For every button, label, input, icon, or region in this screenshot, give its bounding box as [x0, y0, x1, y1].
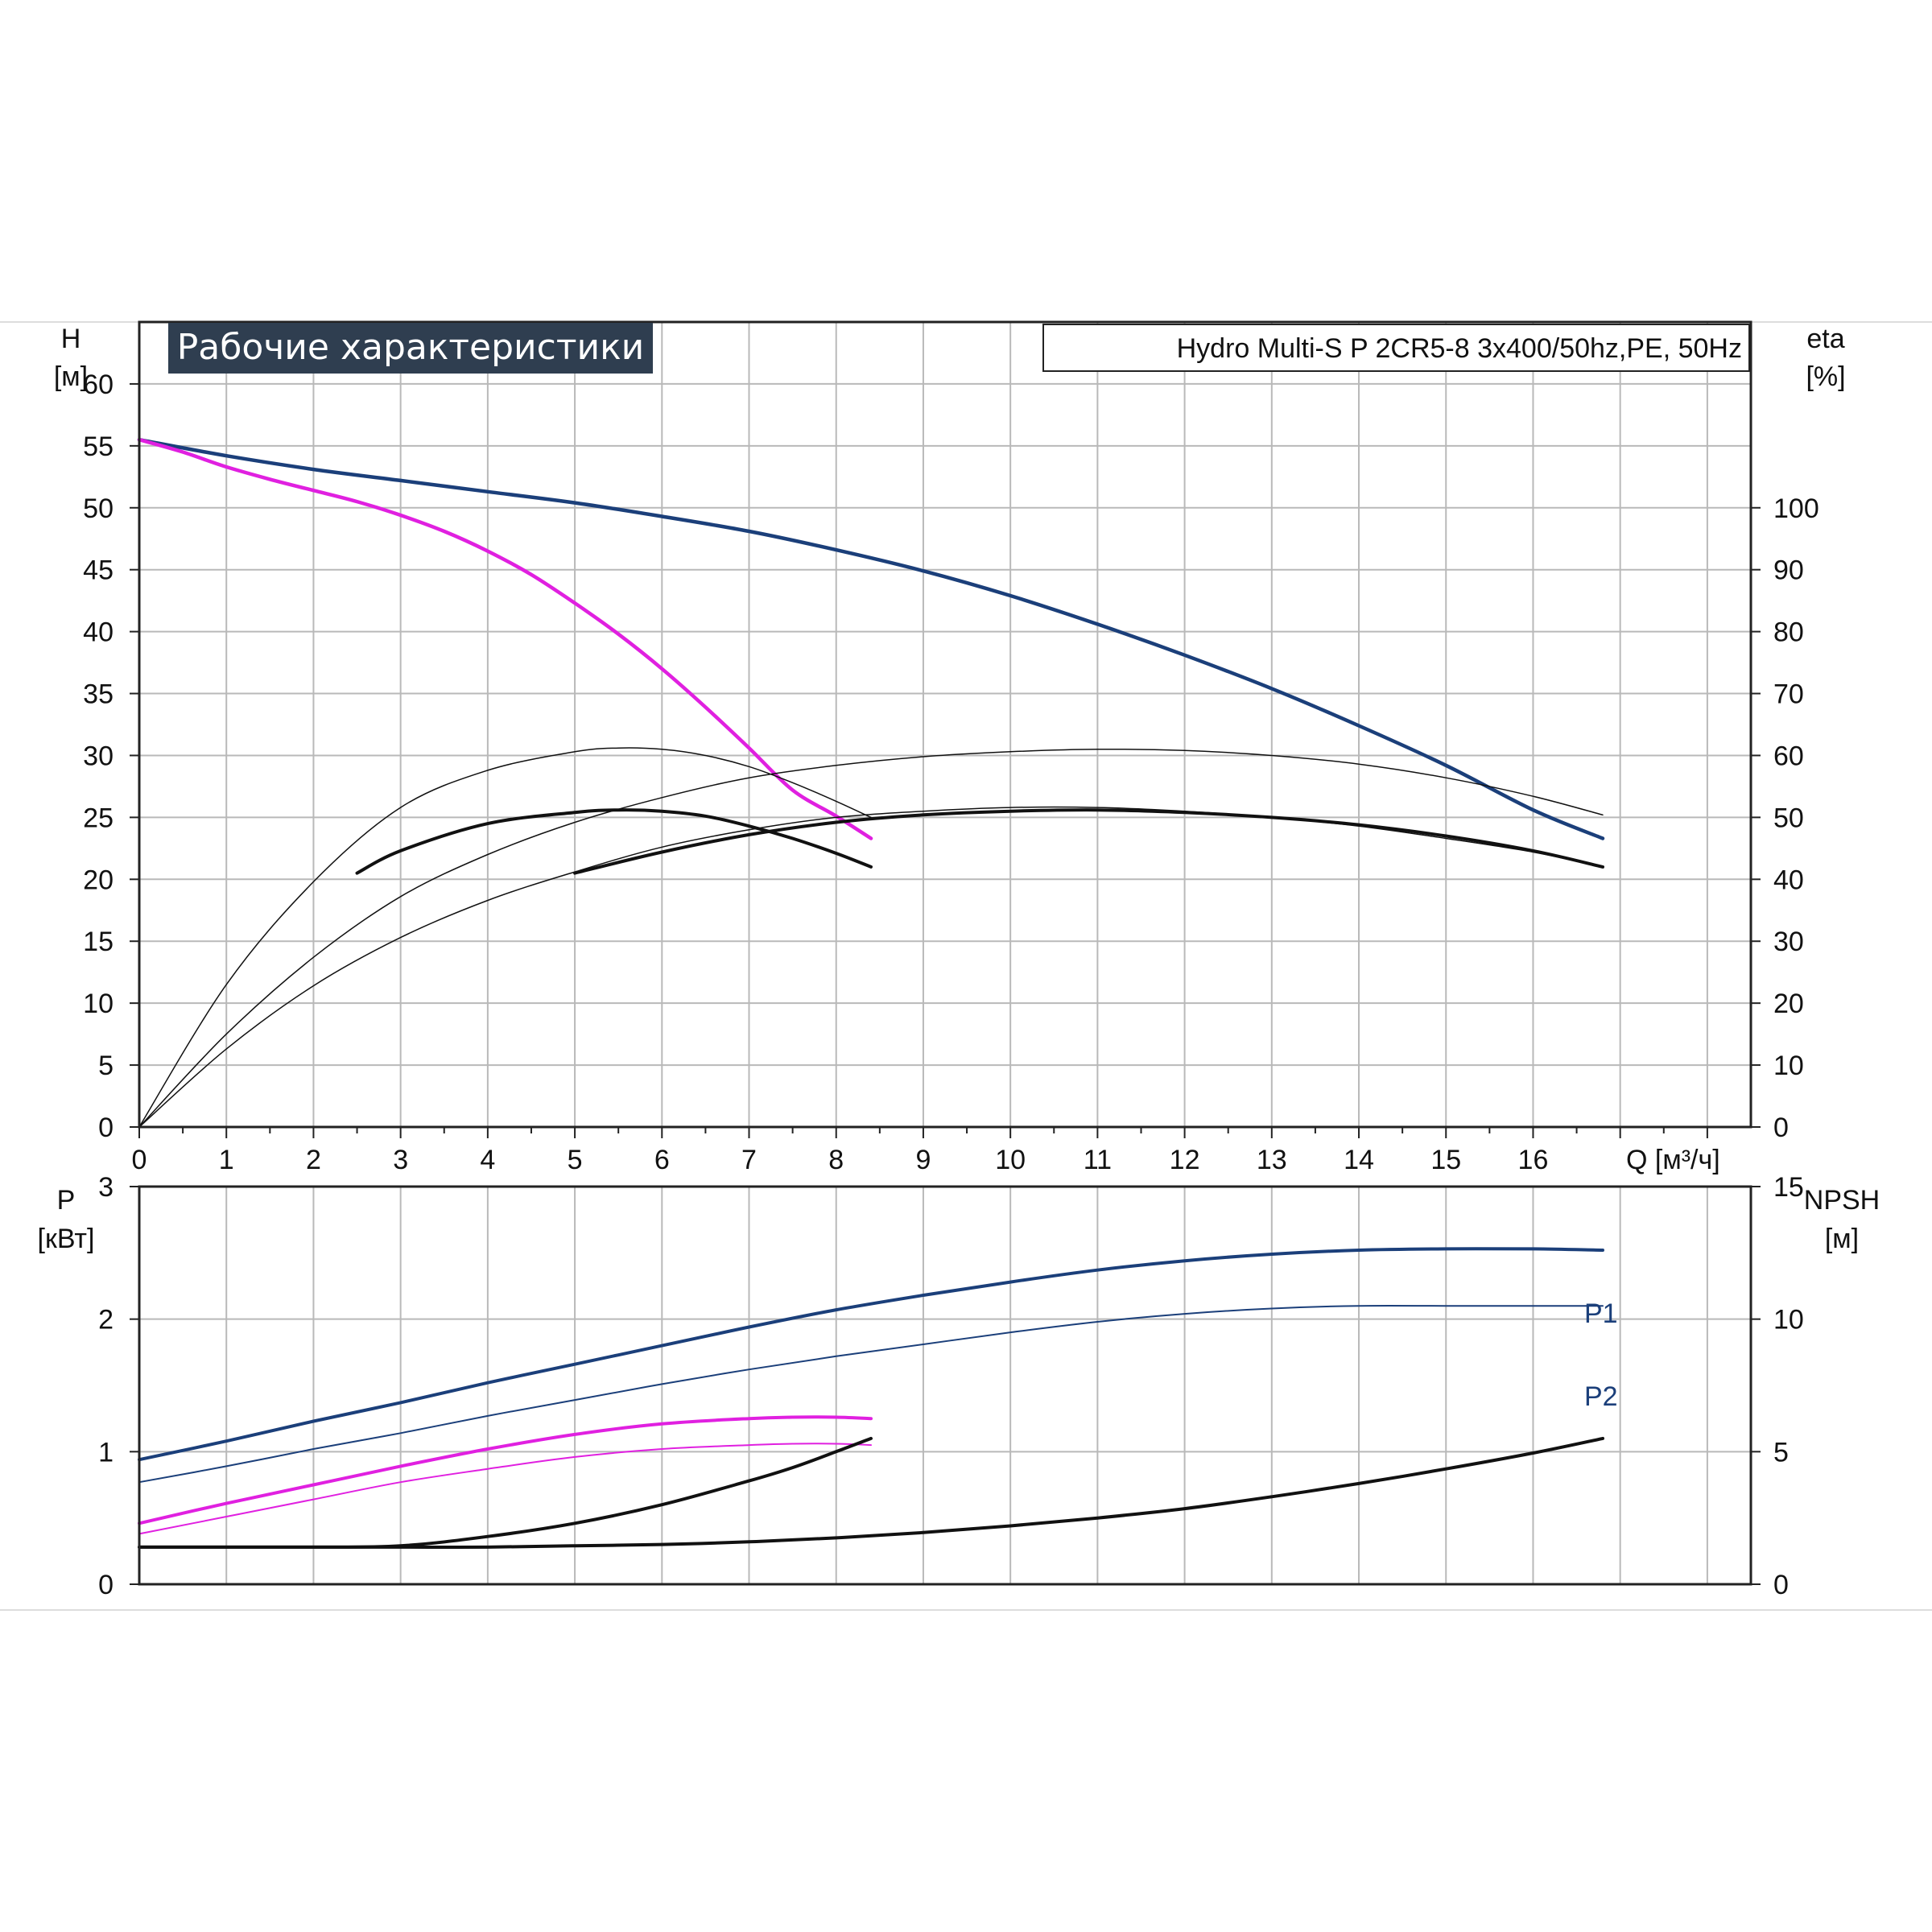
y-left-unit-top: [м] — [54, 361, 88, 392]
y-right-tick-label: 70 — [1773, 679, 1804, 710]
series-line — [138, 1415, 873, 1525]
chart-title: Рабочие характеристики — [177, 327, 645, 368]
x-tick-label: 0 — [132, 1145, 147, 1175]
series-line — [573, 808, 1604, 875]
x-tick-label: 1 — [219, 1145, 234, 1175]
y-left-title-bottom: P — [57, 1185, 76, 1216]
y-right-tick-label: 10 — [1773, 1051, 1804, 1081]
title-box — [168, 323, 653, 374]
y-left-tick-label: 0 — [98, 1570, 114, 1600]
x-axis-title: Q [м³/ч] — [1626, 1145, 1720, 1175]
y-left-tick-label: 0 — [98, 1113, 114, 1143]
series-label-p2: P2 — [1584, 1381, 1618, 1412]
series-line — [138, 748, 1604, 1128]
x-tick-label: 15 — [1430, 1145, 1461, 1175]
series-line — [137, 437, 873, 840]
y-left-tick-label: 55 — [83, 431, 114, 462]
x-tick-label: 5 — [568, 1145, 583, 1175]
x-tick-label: 10 — [995, 1145, 1026, 1175]
y-left-tick-label: 10 — [83, 989, 114, 1019]
y-right-title-top: eta — [1806, 324, 1844, 354]
series-line — [138, 1443, 872, 1535]
model-subtitle: Hydro Multi-S P 2CR5-8 3x400/50hz,PE, 50… — [1177, 333, 1742, 364]
x-tick-label: 7 — [741, 1145, 757, 1175]
y-right-tick-label: 15 — [1773, 1172, 1804, 1203]
x-tick-label: 9 — [915, 1145, 931, 1175]
series-line — [355, 808, 873, 875]
series-line — [138, 747, 872, 1128]
y-right-tick-label: 60 — [1773, 741, 1804, 771]
y-left-unit-bottom: [кВт] — [38, 1224, 95, 1254]
y-left-tick-label: 2 — [98, 1305, 114, 1335]
top-plot-frame — [138, 320, 1752, 1129]
y-left-tick-label: 35 — [83, 679, 114, 710]
y-left-tick-label: 15 — [83, 927, 114, 957]
top-series — [137, 437, 1605, 1128]
x-tick-label: 2 — [306, 1145, 321, 1175]
y-right-tick-label: 40 — [1773, 865, 1804, 895]
y-right-tick-label: 5 — [1773, 1437, 1789, 1468]
y-left-tick-label: 45 — [83, 555, 114, 586]
y-right-tick-label: 30 — [1773, 927, 1804, 957]
y-left-tick-label: 50 — [83, 493, 114, 524]
bottom-series — [138, 1247, 1604, 1550]
y-left-tick-label: 25 — [83, 803, 114, 833]
x-tick-label: 3 — [393, 1145, 408, 1175]
series-p1-line — [138, 1247, 1604, 1462]
y-right-tick-label: 0 — [1773, 1113, 1789, 1143]
bottom-plot-frame — [138, 1185, 1752, 1586]
y-left-tick-label: 1 — [98, 1437, 114, 1468]
x-tick-label: 12 — [1170, 1145, 1200, 1175]
y-left-tick-label: 5 — [98, 1051, 114, 1081]
y-right-tick-label: 90 — [1773, 555, 1804, 586]
top-grid — [139, 321, 1751, 1127]
series-line — [138, 806, 1604, 1128]
bottom-grid — [139, 1186, 1751, 1584]
x-tick-label: 4 — [480, 1145, 495, 1175]
x-tick-label: 8 — [828, 1145, 844, 1175]
y-right-title-bottom: NPSH — [1804, 1185, 1880, 1216]
y-right-tick-label: 20 — [1773, 989, 1804, 1019]
y-left-tick-label: 60 — [83, 369, 114, 400]
y-right-tick-label: 80 — [1773, 617, 1804, 648]
y-left-tick-label: 40 — [83, 617, 114, 648]
x-tick-label: 13 — [1257, 1145, 1287, 1175]
series-label-p1: P1 — [1584, 1298, 1618, 1329]
y-right-tick-label: 100 — [1773, 493, 1819, 524]
series-line — [138, 1436, 873, 1550]
series-line — [137, 437, 1605, 840]
y-right-tick-label: 0 — [1773, 1570, 1789, 1600]
model-box — [1042, 324, 1750, 372]
y-right-unit-top: [%] — [1806, 361, 1845, 392]
y-right-tick-label: 50 — [1773, 803, 1804, 833]
x-tick-label: 6 — [654, 1145, 670, 1175]
y-left-tick-label: 20 — [83, 865, 114, 895]
x-tick-label: 16 — [1518, 1145, 1549, 1175]
series-p2-line — [138, 1304, 1604, 1484]
y-left-title-top: H — [61, 324, 81, 354]
y-left-tick-label: 3 — [98, 1172, 114, 1203]
y-right-unit-bottom: [м] — [1825, 1224, 1859, 1254]
y-left-tick-label: 30 — [83, 741, 114, 771]
y-right-tick-label: 10 — [1773, 1305, 1804, 1335]
x-tick-label: 11 — [1084, 1145, 1112, 1175]
top-ticks: 0510152025303540455055600102030405060708… — [83, 369, 1819, 1175]
x-tick-label: 14 — [1344, 1145, 1374, 1175]
bottom-ticks: 0 1 2 3 0 5 10 15 — [98, 1172, 1804, 1600]
series-line — [138, 1436, 1604, 1550]
